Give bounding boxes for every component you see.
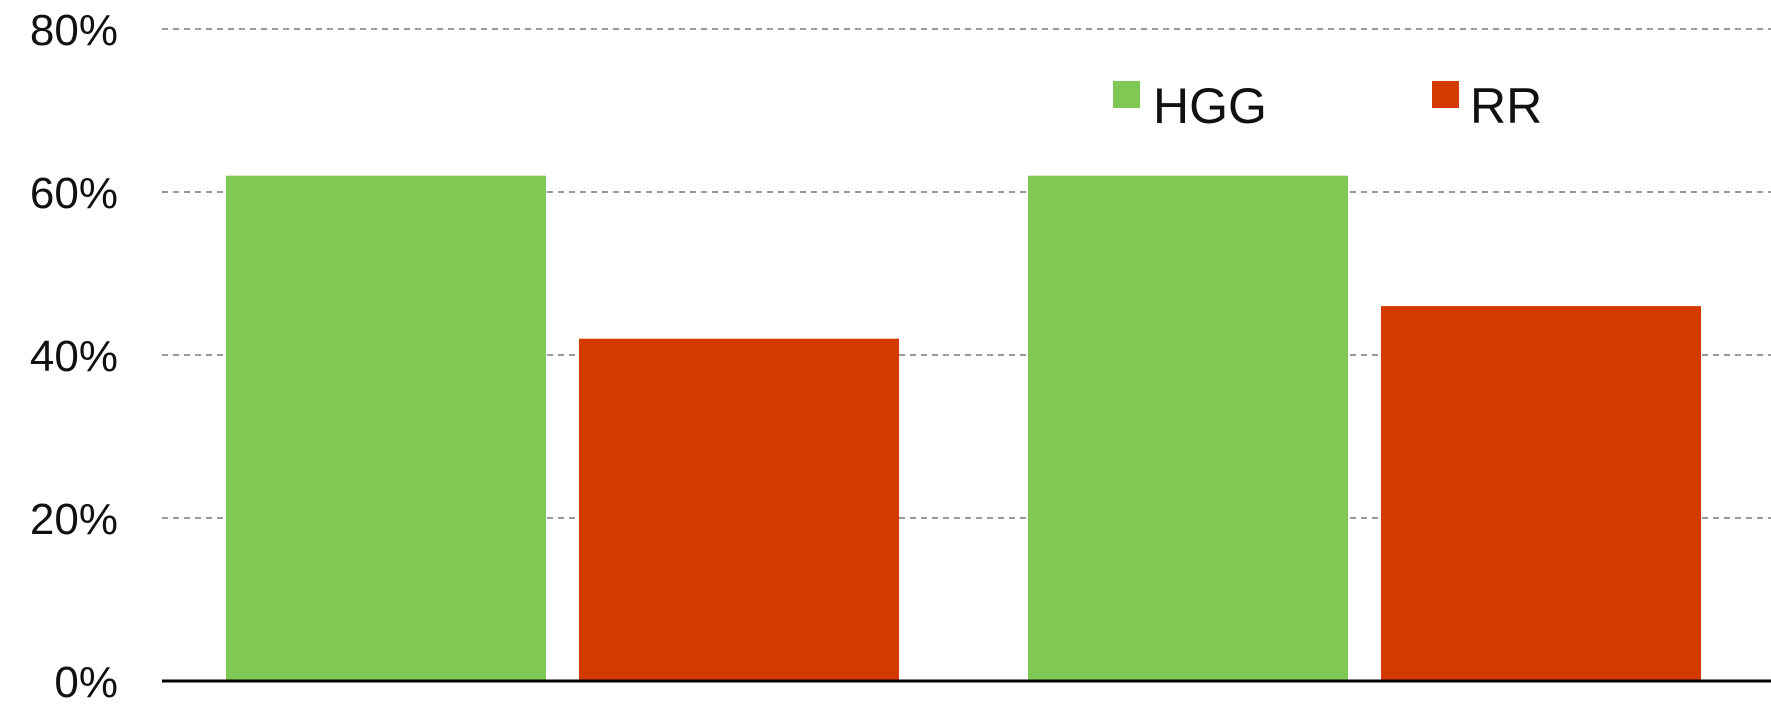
- y-tick-label: 80%: [30, 6, 118, 55]
- y-tick-label: 60%: [30, 169, 118, 218]
- legend-label-rr: RR: [1470, 78, 1542, 134]
- y-tick-label: 40%: [30, 332, 118, 381]
- bar-hgg-1: [226, 175, 546, 681]
- legend-label-hgg: HGG: [1153, 78, 1267, 134]
- legend: HGG RR: [1113, 78, 1542, 134]
- y-axis-tick-labels: 0% 20% 40% 60% 80%: [30, 6, 118, 705]
- legend-swatch-hgg: [1113, 81, 1140, 108]
- bars: [226, 175, 1701, 681]
- legend-swatch-rr: [1432, 81, 1459, 108]
- bar-hgg-2: [1028, 175, 1348, 681]
- bar-rr-2: [1381, 306, 1701, 681]
- y-tick-label: 0%: [54, 658, 118, 705]
- bar-rr-1: [579, 338, 899, 681]
- y-tick-label: 20%: [30, 495, 118, 544]
